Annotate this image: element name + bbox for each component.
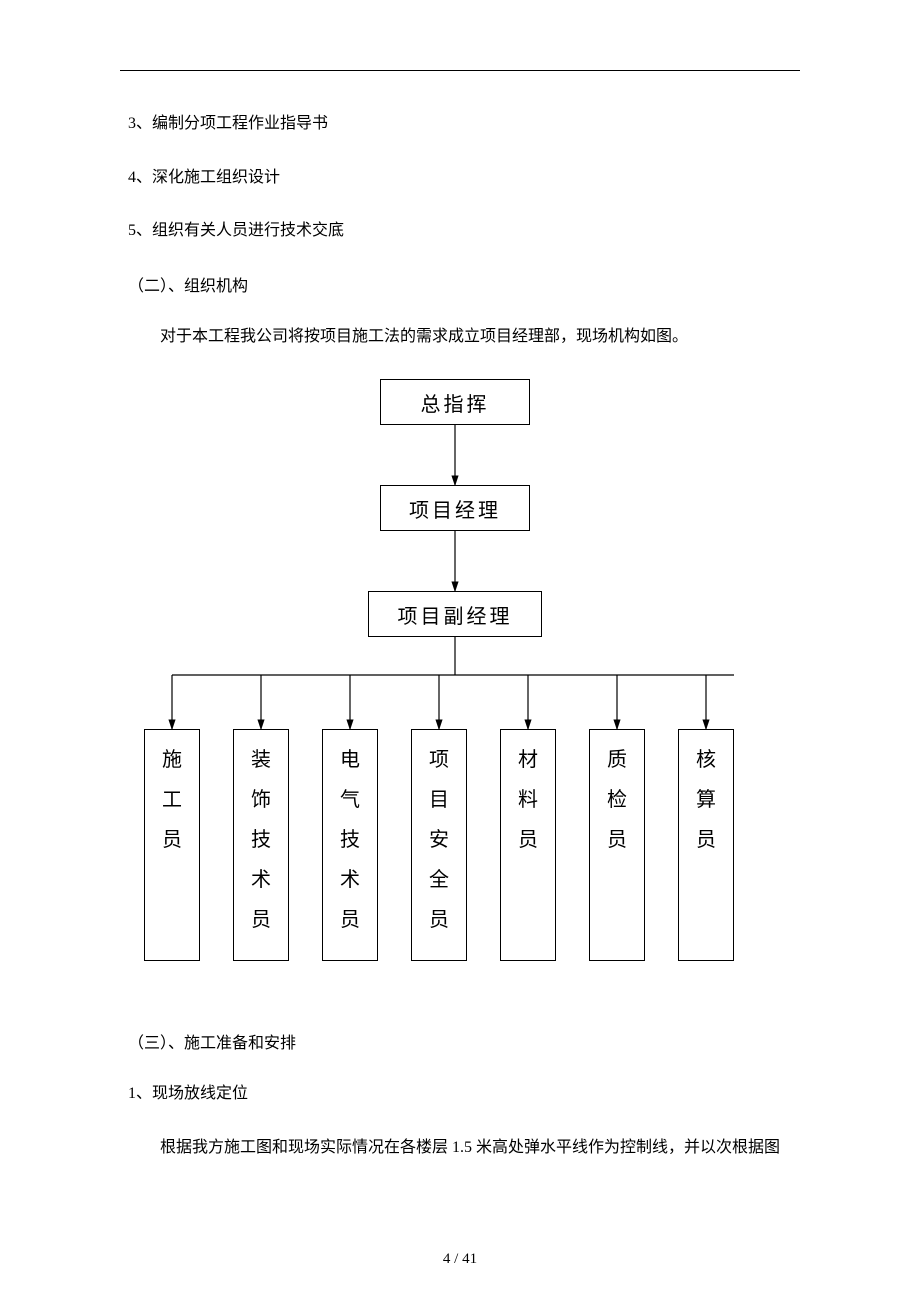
org-leaf-l7: 核算员 <box>678 729 734 961</box>
org-chart: 总指挥项目经理项目副经理施工员装饰技术员电气技术员项目安全员材料员质检员核算员 <box>120 379 800 979</box>
org-leaf-l2: 装饰技术员 <box>233 729 289 961</box>
section-heading-3: （三）、施工准备和安排 <box>128 1029 800 1053</box>
org-leaf-l6: 质检员 <box>589 729 645 961</box>
top-rule <box>120 70 800 71</box>
sub-item-1: 1、现场放线定位 <box>128 1081 800 1107</box>
list-item-4: 4、深化施工组织设计 <box>128 165 800 191</box>
org-node-n3: 项目副经理 <box>368 591 542 637</box>
body-paragraph-3: 根据我方施工图和现场实际情况在各楼层 1.5 米高处弹水平线作为控制线，并以次根… <box>160 1135 800 1161</box>
org-leaf-l3: 电气技术员 <box>322 729 378 961</box>
list-item-3: 3、编制分项工程作业指导书 <box>128 111 800 137</box>
org-node-n2: 项目经理 <box>380 485 530 531</box>
org-leaf-l5: 材料员 <box>500 729 556 961</box>
org-node-n1: 总指挥 <box>380 379 530 425</box>
list-item-5: 5、组织有关人员进行技术交底 <box>128 218 800 244</box>
org-leaf-l4: 项目安全员 <box>411 729 467 961</box>
body-paragraph-2: 对于本工程我公司将按项目施工法的需求成立项目经理部，现场机构如图。 <box>160 324 800 350</box>
org-leaf-l1: 施工员 <box>144 729 200 961</box>
section-heading-2: （二）、组织机构 <box>128 272 800 296</box>
page-number: 4 / 41 <box>0 1251 920 1268</box>
